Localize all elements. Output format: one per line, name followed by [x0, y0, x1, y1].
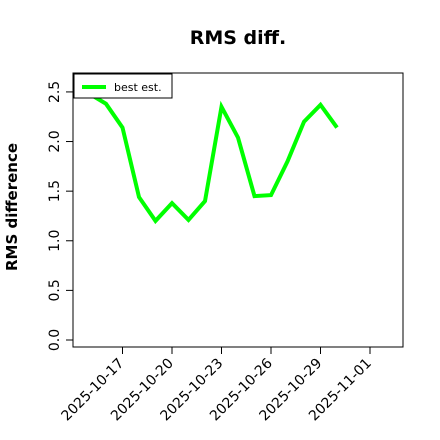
plot-frame: [72, 72, 404, 348]
y-tick-label: 2.0: [47, 130, 63, 152]
series-line-best-est: [88, 92, 339, 225]
y-axis-label: RMS difference: [3, 143, 21, 271]
y-tick-label: 1.0: [47, 230, 63, 252]
y-tick-label: 1.5: [47, 180, 63, 202]
legend-label: best est.: [114, 81, 162, 94]
y-axis: 0.0 0.5 1.0 1.5 2.0 2.5: [47, 81, 73, 351]
y-tick-label: 0.0: [47, 329, 63, 351]
y-tick-label: 2.5: [47, 81, 63, 103]
y-tick-label: 0.5: [47, 279, 63, 301]
x-axis: 2025-10-172025-10-202025-10-232025-10-26…: [58, 346, 375, 424]
legend: best est.: [73, 73, 173, 99]
chart-title: RMS diff.: [190, 27, 287, 49]
series-layer: [88, 92, 339, 225]
